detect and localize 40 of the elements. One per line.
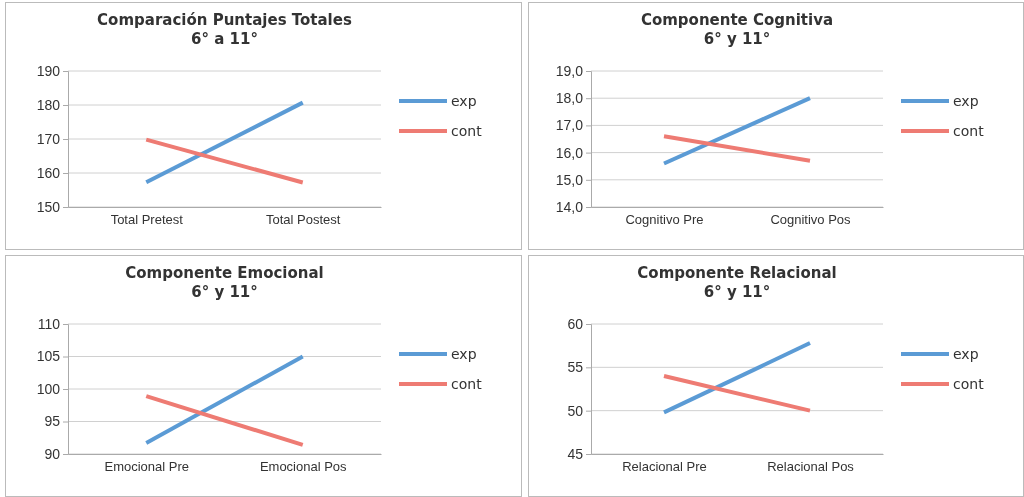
y-tick-label: 15,0 [555, 171, 584, 188]
y-tick-label: 95 [44, 413, 61, 430]
y-tick-label: 105 [36, 348, 61, 365]
y-tick-label: 50 [567, 402, 584, 419]
y-tick-label: 160 [36, 164, 61, 181]
y-tick-label: 19,0 [555, 62, 584, 79]
chart-title: Comparación Puntajes Totales 6° a 11° [97, 11, 352, 48]
y-tick-label: 60 [567, 315, 584, 332]
legend-label: exp [451, 92, 477, 109]
y-tick-label: 18,0 [555, 90, 584, 107]
y-tick-label: 180 [36, 96, 61, 113]
y-tick-label: 55 [567, 359, 584, 376]
y-tick-label: 170 [36, 130, 61, 147]
legend-label: exp [953, 92, 979, 109]
y-tick-label: 190 [36, 62, 61, 79]
legend-label: exp [451, 345, 477, 362]
y-tick-label: 17,0 [555, 117, 584, 134]
x-tick-label: Cognitivo Pre [625, 212, 704, 228]
chart-title: Componente Relacional 6° y 11° [637, 264, 837, 301]
legend-label: cont [451, 122, 483, 139]
x-tick-label: Total Pretest [110, 212, 184, 228]
x-tick-label: Relacional Pos [767, 459, 855, 475]
legend-label: exp [953, 345, 979, 362]
x-tick-label: Relacional Pre [622, 459, 707, 475]
y-tick-label: 45 [567, 445, 584, 462]
chart-title: Componente Cognitiva 6° y 11° [640, 11, 834, 48]
y-tick-label: 90 [44, 445, 61, 462]
y-tick-label: 14,0 [555, 198, 584, 215]
x-tick-label: Total Postest [266, 212, 341, 228]
legend-label: cont [451, 375, 483, 392]
chart-title: Componente Emocional 6° y 11° [125, 264, 324, 301]
x-tick-label: Emocional Pre [104, 459, 190, 475]
x-tick-label: Cognitivo Pos [770, 212, 852, 228]
legend-label: cont [953, 122, 985, 139]
legend-label: cont [953, 375, 985, 392]
y-tick-label: 16,0 [555, 144, 584, 161]
y-tick-label: 110 [37, 315, 61, 332]
x-tick-label: Emocional Pos [259, 459, 348, 475]
y-tick-label: 150 [36, 198, 61, 215]
y-tick-label: 100 [36, 380, 61, 397]
